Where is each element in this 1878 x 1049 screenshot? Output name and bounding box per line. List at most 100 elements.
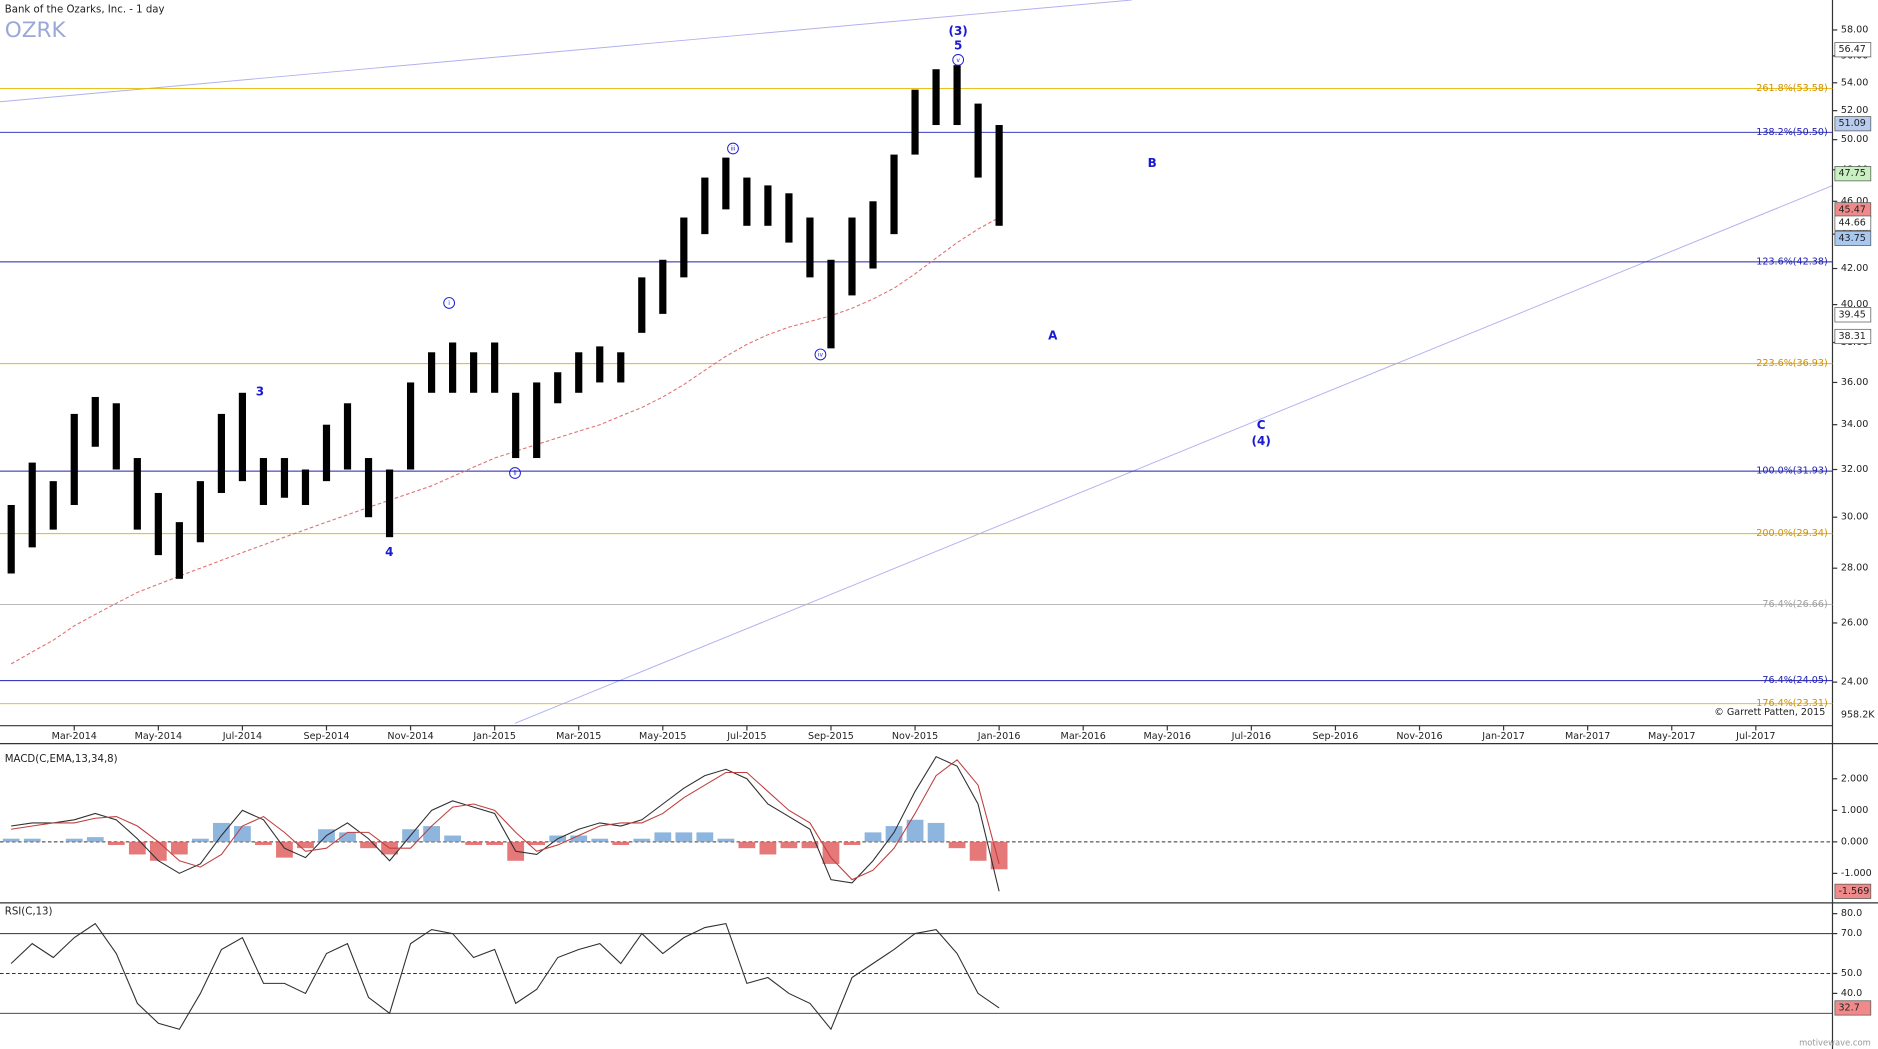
y-tick-label: 32.00 (1841, 464, 1868, 475)
price-bar (49, 481, 57, 530)
price-bar (154, 492, 162, 556)
wave-label: 3 (256, 385, 264, 399)
price-bar (217, 413, 225, 493)
price-marker (1834, 230, 1872, 246)
histogram-bar (654, 832, 672, 842)
price-bar (680, 217, 688, 278)
price-marker-label: -1.569 (1838, 886, 1869, 897)
histogram-bar (528, 841, 546, 846)
histogram-bar (822, 841, 840, 864)
y-tick-label: 34.00 (1841, 419, 1868, 430)
wave-label: ii (513, 470, 517, 477)
y-tick-label: 50.00 (1841, 134, 1868, 145)
price-marker (1834, 328, 1872, 345)
histogram-bar (591, 838, 609, 842)
y-tick-label: 0.000 (1841, 836, 1868, 847)
histogram-bar (255, 841, 272, 846)
y-tick-label: 2.000 (1841, 773, 1868, 784)
price-bar (7, 504, 15, 574)
histogram-bar (759, 841, 777, 855)
histogram-bar (444, 835, 461, 842)
x-tick-label: Sep-2015 (808, 731, 854, 742)
price-bar (890, 154, 898, 235)
histogram-bar (191, 838, 209, 842)
price-bar (722, 157, 730, 210)
x-tick-label: Mar-2015 (556, 731, 601, 742)
wave-label: (3) (949, 24, 968, 38)
price-marker (1834, 883, 1872, 899)
price-bar (995, 125, 1003, 226)
histogram-bar (360, 841, 377, 849)
histogram-bar (86, 837, 104, 842)
y-tick-label: -1.000 (1841, 868, 1872, 879)
wave-label: i (448, 300, 450, 307)
histogram-bar (486, 841, 504, 846)
price-bar (70, 413, 78, 505)
price-bar (659, 259, 667, 314)
level-label: 76.4%(26.66) (1762, 599, 1827, 610)
volume-label: 958.2K (1841, 709, 1875, 720)
histogram-bar (149, 841, 167, 861)
histogram-bar (465, 841, 483, 846)
price-bar (554, 372, 562, 404)
watermark: motivewave.com (1799, 1038, 1871, 1048)
x-tick-label: Jul-2015 (726, 731, 766, 742)
price-bar (827, 259, 835, 349)
price-marker-label: 44.66 (1838, 218, 1865, 229)
price-bar (406, 382, 415, 470)
histogram-bar (170, 841, 188, 855)
level-label: 123.6%(42.38) (1756, 256, 1827, 267)
x-tick-label: Jan-2016 (977, 731, 1021, 742)
indicator-line (11, 759, 1000, 881)
y-tick-label: 40.00 (1841, 299, 1868, 310)
y-tick-label: 80.0 (1841, 908, 1862, 919)
x-tick-label: Jan-2017 (1481, 731, 1525, 742)
histogram-bar (717, 838, 735, 842)
price-bar (932, 69, 940, 126)
wave-label: A (1048, 328, 1058, 342)
price-bar (911, 89, 919, 155)
price-marker-label: 32.7 (1838, 1002, 1859, 1013)
wave-label: C (1257, 418, 1266, 432)
histogram-bar (801, 841, 819, 849)
histogram-bar (23, 838, 41, 842)
x-tick-label: Mar-2014 (52, 731, 97, 742)
x-tick-label: Mar-2016 (1061, 731, 1106, 742)
y-tick-label: 70.0 (1841, 928, 1862, 939)
price-bar (596, 346, 604, 383)
histogram-bar (864, 832, 882, 842)
x-tick-label: Sep-2014 (304, 731, 350, 742)
wave-circle (509, 467, 521, 479)
price-bar (974, 103, 982, 178)
level-label: 223.6%(36.93) (1756, 358, 1827, 369)
price-marker-label: 38.31 (1838, 331, 1865, 342)
symbol: OZRK (5, 18, 67, 43)
level-label: 100.0%(31.93) (1756, 466, 1827, 477)
price-marker-label: 51.09 (1838, 118, 1865, 129)
x-tick-label: Jul-2017 (1735, 731, 1775, 742)
price-bar (617, 352, 625, 383)
price-bar (470, 352, 478, 393)
price-bar (343, 403, 352, 470)
x-tick-label: May-2016 (1144, 731, 1191, 742)
histogram-bar (234, 826, 251, 842)
indicator-line (10, 922, 1000, 1031)
histogram-bar (297, 841, 314, 849)
y-tick-label: 52.00 (1841, 105, 1868, 116)
price-bar (427, 352, 436, 393)
price-bar (364, 458, 373, 518)
histogram-bar (2, 838, 20, 842)
price-marker-label: 39.45 (1838, 309, 1865, 320)
price-bar (764, 185, 772, 226)
price-bar (806, 217, 814, 278)
histogram-bar (927, 822, 945, 842)
level-label: 200.0%(29.34) (1756, 528, 1827, 539)
wave-label: v (956, 57, 960, 64)
x-tick-label: Sep-2016 (1312, 731, 1358, 742)
price-bar (848, 217, 856, 296)
histogram-bar (107, 841, 125, 846)
wave-label: 4 (385, 545, 393, 559)
trend-channel-upper (0, 0, 1132, 103)
